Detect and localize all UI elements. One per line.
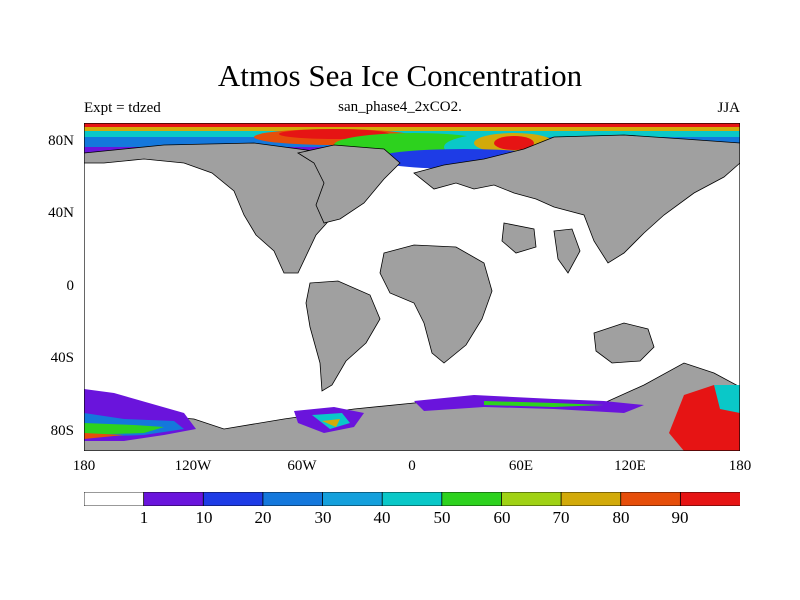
lon-label-180e: 180 <box>728 458 752 474</box>
lon-label-60e: 60E <box>508 458 534 474</box>
colorbar-swatch <box>322 492 384 506</box>
colorbar-label-20: 20 <box>254 508 272 527</box>
plot-title: Atmos Sea Ice Concentration <box>217 58 583 93</box>
colorbar-label-80: 80 <box>612 508 630 527</box>
land-masses <box>84 134 740 451</box>
arabia <box>501 222 537 254</box>
colorbar-label-90: 90 <box>671 508 689 527</box>
colorbar-swatch <box>560 492 622 506</box>
africa <box>379 244 493 364</box>
lat-label-80n: 80N <box>48 133 74 149</box>
colorbar-label-30: 30 <box>314 508 332 527</box>
sea-ice-map <box>84 123 740 451</box>
antarctic-sea-ice <box>84 385 740 451</box>
lat-label-40n: 40N <box>48 205 74 221</box>
colorbar-swatch <box>441 492 503 506</box>
colorbar-swatch <box>84 492 145 506</box>
greenland <box>296 144 401 224</box>
india <box>553 228 581 274</box>
colorbar-swatch <box>262 492 324 506</box>
colorbar-swatch <box>620 492 682 506</box>
lon-label-60w: 60W <box>287 458 317 474</box>
eurasia <box>413 134 740 264</box>
lon-label-120e: 120E <box>614 458 646 474</box>
lon-label-180w: 180 <box>72 458 96 474</box>
australia <box>593 322 655 364</box>
colorbar-label-50: 50 <box>433 508 451 527</box>
lat-label-80s: 80S <box>50 423 74 439</box>
colorbar-swatch <box>381 492 443 506</box>
lon-label-120w: 120W <box>174 458 212 474</box>
colorbar-label-70: 70 <box>552 508 570 527</box>
season-label: JJA <box>717 100 740 116</box>
lon-label-0: 0 <box>408 458 416 474</box>
plot-subtitle: san_phase4_2xCO2. <box>338 99 462 115</box>
colorbar-swatch <box>679 492 740 506</box>
colorbar-label-40: 40 <box>373 508 391 527</box>
colorbar-label-1: 1 <box>139 508 149 527</box>
lat-label-0: 0 <box>66 278 75 294</box>
colorbar-swatch <box>202 492 264 506</box>
experiment-label: Expt = tdzed <box>84 100 161 116</box>
colorbar-swatch <box>501 492 562 506</box>
colorbar <box>84 492 740 506</box>
colorbar-label-60: 60 <box>493 508 511 527</box>
lat-label-40s: 40S <box>50 350 74 366</box>
colorbar-label-10: 10 <box>195 508 213 527</box>
south-america <box>305 280 381 392</box>
colorbar-swatch <box>143 492 205 506</box>
